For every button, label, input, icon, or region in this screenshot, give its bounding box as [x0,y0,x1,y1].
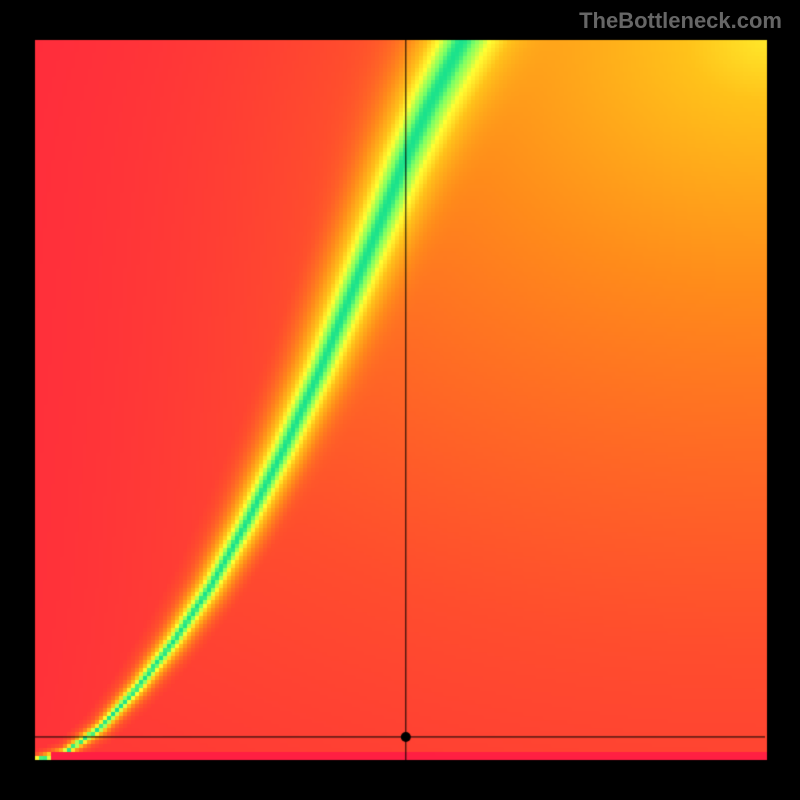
watermark-text: TheBottleneck.com [579,8,782,34]
chart-container: TheBottleneck.com [0,0,800,800]
heatmap-canvas [0,0,800,800]
